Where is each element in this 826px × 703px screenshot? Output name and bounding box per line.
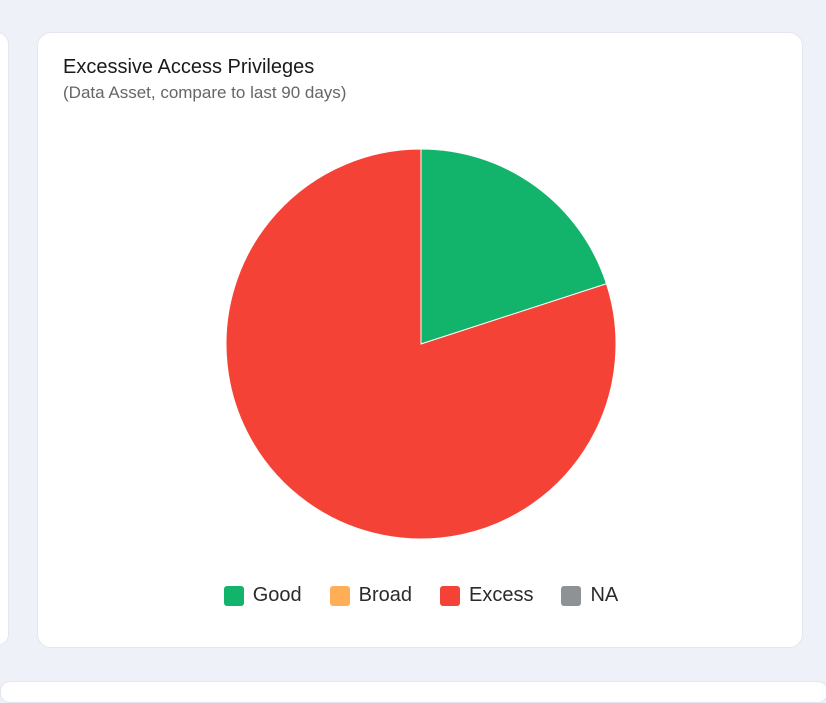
excessive-access-card: Excessive Access Privileges (Data Asset,… [37,32,803,648]
legend-swatch-good [223,585,244,606]
chart-legend: Good Broad Excess NA [38,584,804,607]
legend-item-excess[interactable]: Excess [440,584,533,607]
legend-swatch-na [561,585,582,606]
pie-slice-good[interactable] [420,148,608,345]
adjacent-card-bottom [0,681,826,703]
legend-label-broad: Broad [358,584,413,606]
pie-slice-excess[interactable] [225,148,617,540]
legend-item-broad[interactable]: Broad [329,584,413,607]
adjacent-card-left [0,32,9,646]
card-subtitle: (Data Asset, compare to last 90 days) [63,83,347,102]
legend-item-na[interactable]: NA [561,584,618,607]
legend-label-na: NA [590,584,619,606]
pie-chart [225,148,617,540]
legend-swatch-broad [329,585,350,606]
legend-item-good[interactable]: Good [223,584,302,607]
legend-swatch-excess [440,585,461,606]
legend-label-excess: Excess [469,584,534,606]
legend-label-good: Good [252,584,302,606]
card-title: Excessive Access Privileges [63,56,315,78]
